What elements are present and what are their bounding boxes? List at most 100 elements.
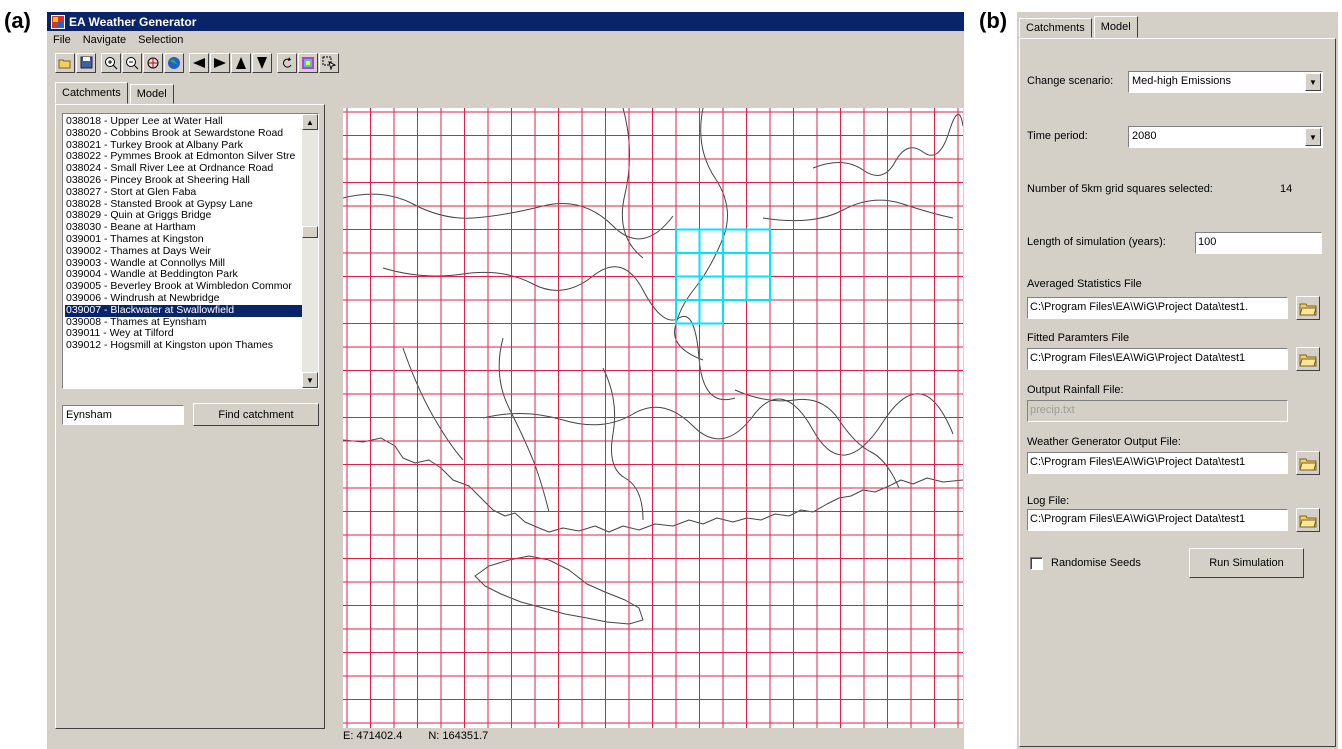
list-item[interactable]: 039012 - Hogsmill at Kingston upon Thame…	[66, 340, 274, 352]
globe-icon[interactable]	[164, 52, 184, 73]
list-item[interactable]: 038020 - Cobbins Brook at Sewardstone Ro…	[66, 127, 284, 139]
averaged-stats-input[interactable]: C:\Program Files\EA\WiG\Project Data\tes…	[1027, 297, 1288, 319]
river-path	[482, 393, 954, 456]
triangle-up-icon: ▲	[306, 117, 314, 127]
wg-output-input[interactable]: C:\Program Files\EA\WiG\Project Data\tes…	[1027, 452, 1288, 474]
output-rainfall-input: precip.txt	[1027, 400, 1288, 422]
river-path	[382, 266, 736, 400]
pan-up-icon[interactable]	[231, 52, 251, 73]
list-item[interactable]: 038029 - Quin at Griggs Bridge	[66, 210, 212, 222]
time-period-select[interactable]: 2080 ▼	[1128, 126, 1323, 148]
list-item[interactable]: 039001 - Thames at Kingston	[66, 233, 204, 245]
selected-grid-cell	[675, 275, 701, 301]
river-path	[343, 193, 674, 240]
selected-grid-cell	[722, 252, 748, 278]
model-panel: Catchments Model Change scenario: Med-hi…	[1017, 12, 1338, 749]
save-icon[interactable]	[76, 52, 96, 73]
catchment-search-input[interactable]	[62, 405, 184, 425]
menu-navigate[interactable]: Navigate	[82, 34, 127, 46]
river-path	[498, 337, 550, 513]
list-item[interactable]: 038027 - Stort at Glen Faba	[66, 186, 197, 198]
title-bar[interactable]: EA Weather Generator	[47, 12, 964, 31]
selected-grid-cell	[675, 228, 701, 254]
window-title: EA Weather Generator	[69, 14, 197, 29]
selected-grid-cell	[675, 299, 701, 325]
folder-icon	[1299, 354, 1317, 366]
river-path	[602, 367, 644, 521]
change-scenario-label: Change scenario:	[1027, 75, 1114, 87]
tab-catchments[interactable]: Catchments	[55, 82, 128, 104]
zoom-out-icon[interactable]	[122, 52, 142, 73]
list-item[interactable]: 039003 - Wandle at Connollys Mill	[66, 257, 225, 269]
island-path	[474, 555, 644, 625]
list-item[interactable]: 038028 - Stansted Brook at Gypsy Lane	[66, 198, 253, 210]
list-item[interactable]: 039005 - Beverley Brook at Wimbledon Com…	[66, 281, 292, 293]
list-item[interactable]: 038024 - Small River Lee at Ordnance Roa…	[66, 163, 274, 175]
chevron-down-icon[interactable]: ▼	[1305, 128, 1321, 146]
status-bar: E: 471402.4 N: 164351.7	[343, 730, 488, 742]
list-item[interactable]: 038018 - Upper Lee at Water Hall	[66, 116, 223, 127]
river-path	[762, 199, 954, 222]
toolbar	[47, 49, 964, 76]
run-simulation-button[interactable]: Run Simulation	[1189, 548, 1304, 578]
status-easting: E: 471402.4	[343, 730, 403, 742]
randomise-seeds-checkbox[interactable]	[1030, 557, 1043, 570]
list-item[interactable]: 039011 - Wey at Tilford	[66, 328, 174, 340]
pan-icon[interactable]	[143, 52, 163, 73]
list-item[interactable]: 039007 - Blackwater at Swallowfield	[65, 304, 302, 317]
tab-model[interactable]: Model	[129, 84, 174, 104]
triangle-down-icon: ▼	[306, 375, 314, 385]
change-scenario-select[interactable]: Med-high Emissions ▼	[1128, 71, 1323, 93]
catchment-list[interactable]: 038018 - Upper Lee at Water Hall 038020 -…	[62, 113, 319, 389]
list-item[interactable]: 039008 - Thames at Eynsham	[66, 316, 207, 328]
list-item[interactable]: 039006 - Windrush at Newbridge	[66, 292, 220, 304]
find-catchment-button[interactable]: Find catchment	[193, 403, 319, 426]
list-item[interactable]: 038030 - Beane at Hartham	[66, 222, 196, 234]
zoom-in-icon[interactable]	[101, 52, 121, 73]
catchment-list-items: 038018 - Upper Lee at Water Hall 038020 -…	[65, 116, 302, 352]
scroll-thumb[interactable]	[302, 226, 318, 238]
open-folder-icon[interactable]	[55, 52, 75, 73]
list-item[interactable]: 039002 - Thames at Days Weir	[66, 245, 211, 257]
folder-icon	[1299, 303, 1317, 315]
log-file-input[interactable]: C:\Program Files\EA\WiG\Project Data\tes…	[1027, 509, 1288, 531]
map-canvas[interactable]	[343, 108, 963, 728]
fitted-params-browse-button[interactable]	[1296, 347, 1320, 371]
refresh-icon[interactable]	[277, 52, 297, 73]
pan-left-icon[interactable]	[189, 52, 209, 73]
selected-grid-cell	[722, 228, 748, 254]
map-view[interactable]	[343, 108, 963, 728]
menu-bar: File Navigate Selection	[47, 31, 964, 49]
tab-catchments-b[interactable]: Catchments	[1019, 18, 1092, 38]
log-file-label: Log File:	[1027, 495, 1070, 507]
wg-output-label: Weather Generator Output File:	[1027, 436, 1181, 448]
menu-file[interactable]: File	[53, 34, 71, 46]
randomise-seeds-label: Randomise Seeds	[1051, 557, 1141, 569]
chevron-down-icon[interactable]: ▼	[1305, 73, 1321, 91]
fitted-params-input[interactable]: C:\Program Files\EA\WiG\Project Data\tes…	[1027, 348, 1288, 370]
river-path	[734, 389, 900, 489]
selected-grid-cell	[698, 228, 724, 254]
list-item[interactable]: 038026 - Pincey Brook at Sheering Hall	[66, 174, 250, 186]
pan-right-icon[interactable]	[210, 52, 230, 73]
scroll-up-button[interactable]: ▲	[302, 114, 318, 130]
layers-icon[interactable]	[298, 52, 318, 73]
averaged-stats-browse-button[interactable]	[1296, 296, 1320, 320]
log-file-browse-button[interactable]	[1296, 508, 1320, 532]
coastline-path	[343, 437, 963, 533]
wg-output-browse-button[interactable]	[1296, 451, 1320, 475]
list-item[interactable]: 038022 - Pymmes Brook at Edmonton Silver…	[66, 151, 296, 163]
list-item[interactable]: 038021 - Turkey Brook at Albany Park	[66, 139, 243, 151]
coastline-outlines	[343, 108, 963, 625]
scroll-down-button[interactable]: ▼	[302, 372, 318, 388]
tab-model-b[interactable]: Model	[1093, 16, 1138, 38]
list-scrollbar[interactable]: ▲ ▼	[302, 114, 318, 388]
model-tabs: Catchments Model	[1019, 16, 1140, 38]
selected-grid-cell	[745, 275, 771, 301]
select-pointer-icon[interactable]	[319, 52, 339, 73]
menu-selection[interactable]: Selection	[138, 34, 184, 46]
list-item[interactable]: 039004 - Wandle at Beddington Park	[66, 269, 238, 281]
length-input[interactable]: 100	[1195, 232, 1322, 254]
time-period-label: Time period:	[1027, 130, 1088, 142]
pan-down-icon[interactable]	[252, 52, 272, 73]
